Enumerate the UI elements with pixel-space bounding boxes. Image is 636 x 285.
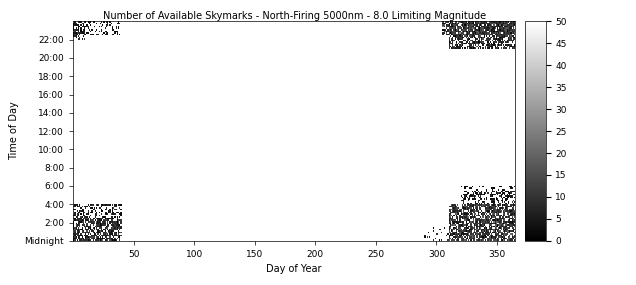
X-axis label: Day of Year: Day of Year (266, 264, 322, 274)
Y-axis label: Time of Day: Time of Day (9, 102, 19, 160)
Title: Number of Available Skymarks - North-Firing 5000nm - 8.0 Limiting Magnitude: Number of Available Skymarks - North-Fir… (102, 11, 486, 21)
